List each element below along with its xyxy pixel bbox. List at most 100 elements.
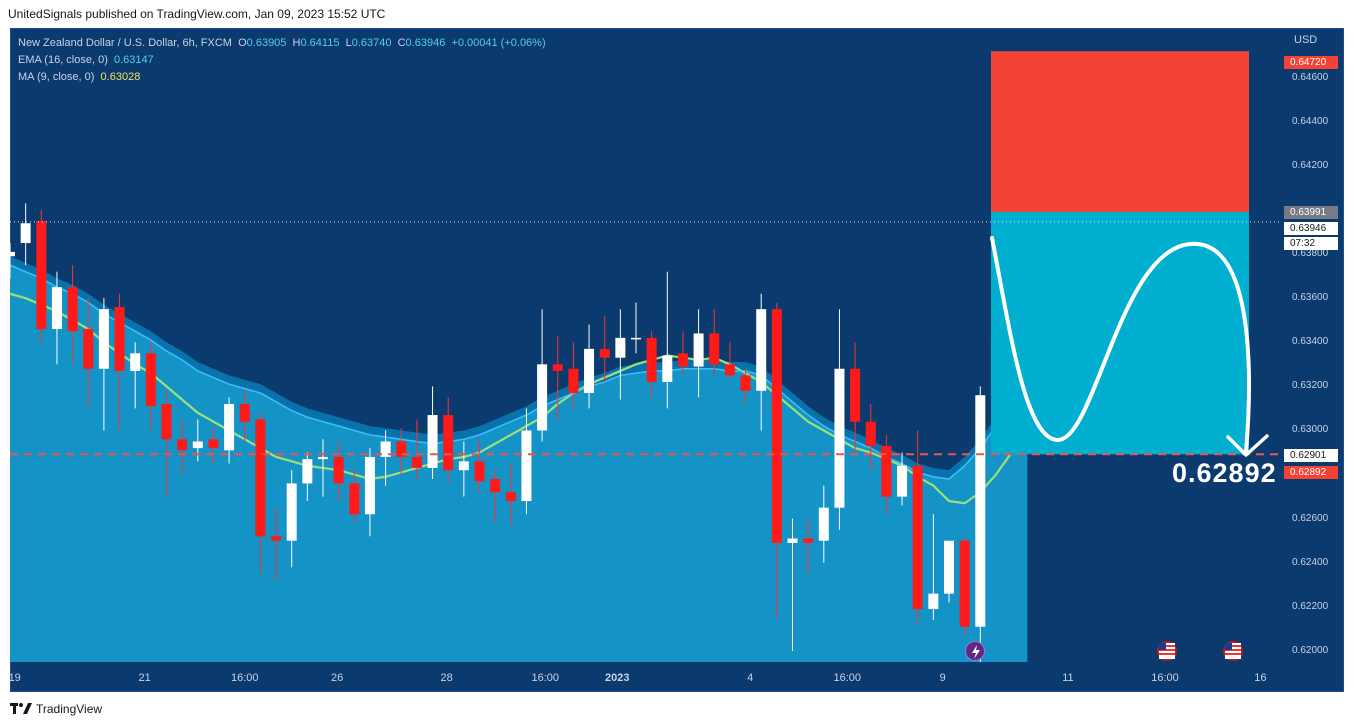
candle-body bbox=[834, 368, 845, 508]
candle-body bbox=[411, 456, 422, 468]
x-tick-label: 16:00 bbox=[531, 672, 559, 684]
candle-7 bbox=[114, 293, 125, 431]
candle-0 bbox=[5, 243, 15, 279]
candle-body bbox=[192, 441, 203, 449]
candle-31 bbox=[490, 470, 501, 524]
candle-body bbox=[318, 456, 328, 460]
candle-2 bbox=[36, 209, 47, 343]
ema-band-fill bbox=[10, 256, 1028, 662]
ema-label[interactable]: EMA (16, close, 0) bbox=[18, 54, 108, 66]
candle-body bbox=[662, 355, 673, 382]
low-value: 0.63740 bbox=[351, 37, 392, 49]
candle-body bbox=[709, 333, 720, 365]
candle-35 bbox=[552, 335, 563, 420]
candle-body bbox=[803, 538, 814, 543]
candle-42 bbox=[662, 271, 673, 409]
us-flag-event-icon-2[interactable] bbox=[1223, 641, 1243, 661]
candle-57 bbox=[897, 452, 908, 506]
candle-body bbox=[255, 419, 266, 537]
candle-body bbox=[975, 395, 986, 627]
candle-40 bbox=[631, 302, 641, 354]
chart-legend: New Zealand Dollar / U.S. Dollar, 6h, FX… bbox=[18, 37, 546, 83]
ma-line bbox=[9, 292, 1029, 505]
candle-28 bbox=[443, 397, 454, 484]
candle-body bbox=[36, 221, 47, 330]
candle-19 bbox=[302, 452, 313, 502]
footer-brand[interactable]: TradingView bbox=[10, 702, 102, 716]
candle-body bbox=[677, 353, 688, 367]
candle-24 bbox=[380, 430, 391, 486]
candle-32 bbox=[505, 463, 516, 526]
candle-body bbox=[505, 492, 516, 502]
candle-58 bbox=[912, 430, 923, 625]
candle-body bbox=[349, 483, 360, 515]
candle-15 bbox=[239, 390, 250, 442]
candle-body bbox=[771, 309, 782, 543]
candle-body bbox=[443, 415, 454, 471]
candle-25 bbox=[396, 428, 407, 475]
candle-30 bbox=[474, 439, 485, 493]
tradingview-logo-icon bbox=[10, 703, 32, 714]
candle-body bbox=[474, 461, 485, 482]
symbol-name[interactable]: New Zealand Dollar / U.S. Dollar, 6h, FX… bbox=[18, 37, 232, 49]
candle-body bbox=[646, 337, 657, 382]
candle-body bbox=[5, 251, 15, 257]
candle-body bbox=[380, 441, 391, 457]
candle-20 bbox=[318, 439, 328, 497]
candle-body bbox=[20, 223, 31, 244]
candle-3 bbox=[51, 271, 62, 365]
y-tick-label: 0.62000 bbox=[1292, 644, 1329, 656]
candle-body bbox=[51, 287, 62, 330]
us-flag-event-icon[interactable] bbox=[1157, 641, 1177, 661]
candle-11 bbox=[177, 419, 188, 475]
x-tick-label: 9 bbox=[939, 672, 946, 684]
candle-52 bbox=[818, 485, 829, 563]
x-tick-label: 2023 bbox=[604, 672, 630, 684]
target-price-tag: 0.62892 bbox=[1284, 466, 1338, 479]
stop-zone bbox=[991, 51, 1249, 212]
candle-27 bbox=[427, 386, 438, 479]
candle-body bbox=[740, 375, 751, 391]
candle-45 bbox=[709, 309, 720, 376]
lightning-icon[interactable] bbox=[965, 641, 985, 661]
candle-body bbox=[568, 368, 579, 393]
candle-body bbox=[83, 329, 94, 369]
candle-body bbox=[458, 461, 469, 471]
candle-55 bbox=[865, 404, 876, 471]
candle-body bbox=[928, 593, 939, 610]
y-tick-label: 0.63200 bbox=[1292, 380, 1329, 392]
candle-37 bbox=[584, 324, 595, 409]
x-tick-label: 16:00 bbox=[833, 672, 862, 684]
candle-13 bbox=[208, 426, 219, 464]
candle-16 bbox=[255, 412, 266, 574]
candle-61 bbox=[959, 536, 970, 636]
candle-body bbox=[537, 364, 548, 431]
ma-label[interactable]: MA (9, close, 0) bbox=[18, 71, 95, 83]
candles bbox=[5, 185, 1048, 662]
candle-21 bbox=[333, 441, 344, 502]
x-tick-label: 28 bbox=[440, 672, 453, 684]
candle-23 bbox=[364, 448, 375, 537]
candle-60 bbox=[944, 540, 954, 603]
candle-body bbox=[161, 404, 172, 440]
candle-26 bbox=[411, 419, 422, 479]
candle-59 bbox=[928, 514, 939, 621]
candle-body bbox=[67, 287, 78, 332]
ema-line bbox=[9, 264, 1028, 480]
candle-body bbox=[114, 307, 125, 371]
candle-body bbox=[490, 478, 501, 493]
candle-body bbox=[271, 536, 282, 541]
candle-body bbox=[396, 441, 407, 457]
candle-body bbox=[944, 540, 954, 594]
candle-body bbox=[631, 337, 641, 340]
target-annotation: 0.62892 bbox=[1172, 458, 1277, 488]
candle-34 bbox=[537, 309, 548, 442]
target-upper-tag: 0.62901 bbox=[1284, 449, 1338, 462]
candle-body bbox=[177, 439, 188, 451]
y-tick-label: 0.64600 bbox=[1292, 71, 1329, 83]
candle-29 bbox=[458, 441, 469, 497]
candle-48 bbox=[756, 293, 767, 431]
x-tick-label: 19 bbox=[8, 672, 21, 684]
candle-18 bbox=[286, 470, 297, 568]
